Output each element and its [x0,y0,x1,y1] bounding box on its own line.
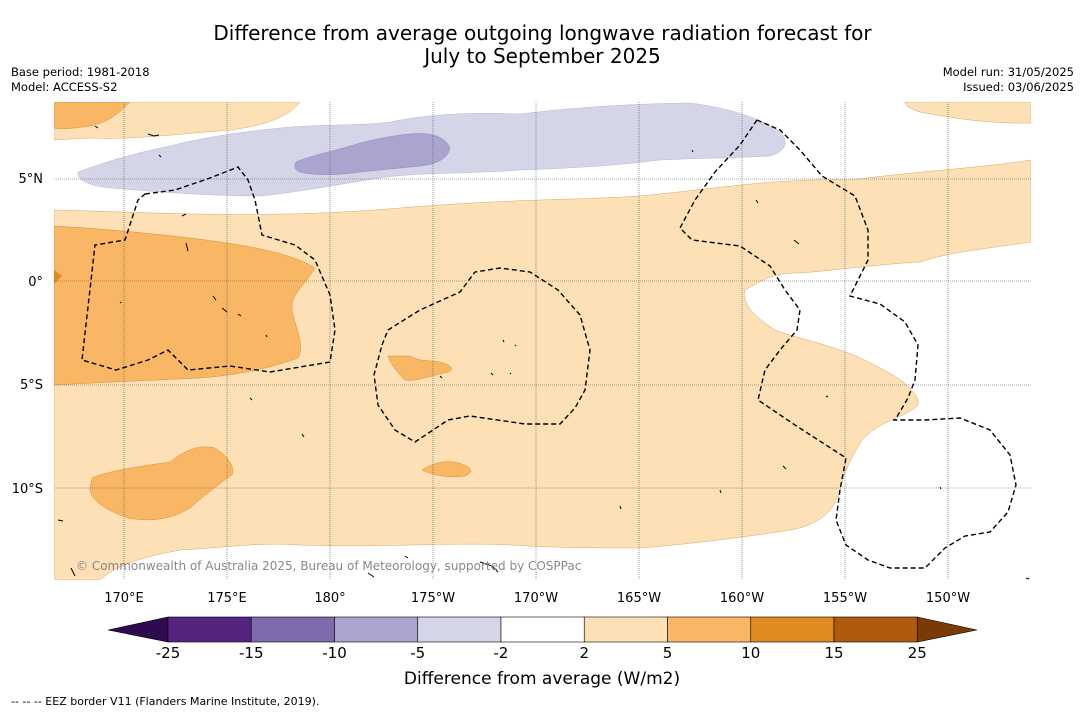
eez-footnote: -- -- -- EEZ border V11 (Flanders Marine… [11,695,320,708]
lon-label-180: 180° [314,591,345,606]
colorbar-tick: -5 [410,644,425,662]
anomaly-5-10-west [54,225,316,386]
colorbar-tick: -15 [239,644,264,662]
lon-label-175e: 175°E [207,591,247,606]
colorbar-swatch [417,616,502,643]
lon-label-155w: 155°W [823,591,867,606]
lat-label-eq: 0° [28,275,43,290]
anomaly-minus10-minus5-patch [294,133,451,175]
colorbar-swatch [833,616,918,643]
model-name: Model: ACCESS-S2 [11,80,118,94]
colorbar-swatch [500,616,585,643]
colorbar-tick: 25 [908,644,927,662]
map-title-line2: July to September 2025 [424,44,661,68]
colorbar-tick-labels: -25 -15 -10 -5 -2 2 5 10 15 25 [156,644,927,662]
lon-label-150w: 150°W [926,591,970,606]
colorbar-swatch [667,616,752,643]
anomaly-10-15-spot [54,270,62,284]
colorbar-min-extend [107,616,169,643]
anomaly-5-10-top-left [54,102,131,130]
colorbar-swatch [167,616,252,643]
lon-label-165w: 165°W [617,591,661,606]
lat-label-5s: 5°S [20,378,43,393]
colorbar-swatch [583,616,668,643]
anomaly-5-10-southwest [89,446,233,521]
colorbar-tick: -25 [156,644,181,662]
eez-line-islands [756,119,919,421]
lon-label-170e: 170°E [104,591,144,606]
lat-label-5n: 5°N [19,172,44,187]
colorbar-tick: 2 [579,644,589,662]
lon-label-175w: 175°W [411,591,455,606]
lon-label-170w: 170°W [514,591,558,606]
colorbar: -25 -15 -10 -5 -2 2 5 10 15 25 Differenc… [107,616,978,689]
issued-date: Issued: 03/06/2025 [963,80,1074,94]
map-title-line1: Difference from average outgoing longwav… [213,21,872,45]
map-area: © Commonwealth of Australia 2025, Bureau… [54,102,1031,580]
anomaly-2-5-top-right [904,102,1031,124]
anomaly-5-10-patch-b [421,461,471,477]
colorbar-max-extend [916,616,978,643]
eez-kiribati-gilberts [81,166,336,373]
latitude-labels: 5°N 0° 5°S 10°S [12,172,43,497]
colorbar-title: Difference from average (W/m2) [404,669,680,689]
longitude-labels: 170°E 175°E 180° 175°W 170°W 165°W 160°W… [104,591,970,606]
colorbar-swatch [750,616,835,643]
model-run-date: Model run: 31/05/2025 [942,65,1074,79]
lat-label-10s: 10°S [12,482,43,497]
base-period: Base period: 1981-2018 [11,65,150,79]
islands [57,125,1030,580]
eez-borders [81,119,1017,569]
colorbar-swatch [334,616,419,643]
latitude-gridlines [54,178,1031,489]
longitude-gridlines [123,102,949,580]
copyright-text: © Commonwealth of Australia 2025, Bureau… [76,559,581,573]
anomaly-5-10-patch-a [387,355,452,381]
colorbar-tick: -2 [494,644,509,662]
lon-label-160w: 160°W [720,591,764,606]
colorbar-tick: 10 [741,644,760,662]
colorbar-tick: -10 [322,644,347,662]
colorbar-swatch [250,616,335,643]
colorbar-tick: 5 [663,644,673,662]
colorbar-tick: 15 [824,644,843,662]
eez-phoenix [373,267,591,443]
